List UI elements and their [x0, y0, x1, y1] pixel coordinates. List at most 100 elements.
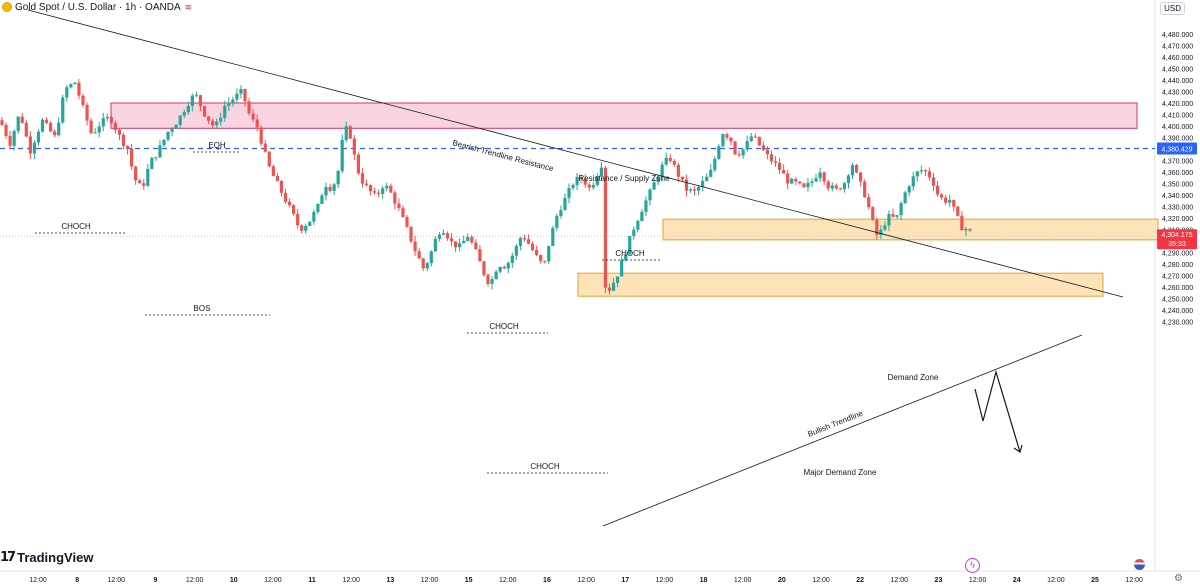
candle-body — [458, 243, 462, 248]
candle-body — [863, 181, 867, 198]
demand-zone — [662, 218, 1159, 241]
candle-body — [134, 166, 138, 181]
candle-body — [802, 183, 806, 188]
candle-body — [490, 279, 494, 284]
candle-body — [587, 184, 591, 188]
us-flag-icon[interactable] — [1134, 559, 1145, 570]
candle-body — [211, 120, 215, 126]
candle-body — [421, 258, 425, 269]
candle-body — [494, 271, 498, 280]
x-tick-label: 17 — [621, 577, 629, 584]
candle-body — [219, 117, 223, 122]
candle-body — [251, 113, 255, 120]
candle-body — [69, 84, 73, 88]
candle-body — [628, 235, 632, 255]
candle-body — [328, 186, 332, 191]
bearish-trendline — [27, 9, 1124, 298]
y-tick-label: 4,290.000 — [1162, 251, 1193, 258]
y-tick-label: 4,400.000 — [1162, 124, 1193, 131]
x-tick-label: 15 — [465, 577, 473, 584]
candle-body — [482, 261, 486, 275]
candle-body — [498, 267, 502, 272]
candle-body — [57, 122, 61, 136]
candle-body — [761, 145, 765, 151]
candle-body — [717, 146, 721, 159]
last-price-tag-text: 4,304.175 — [1161, 232, 1192, 239]
tradingview-logo[interactable]: 17 TradingView — [0, 550, 93, 565]
candle-body — [162, 139, 166, 146]
candle-body — [231, 99, 235, 103]
y-tick-label: 4,430.000 — [1162, 90, 1193, 97]
logo-text: TradingView — [17, 550, 94, 565]
candle-body — [656, 176, 660, 183]
candle-body — [599, 167, 603, 177]
candle-body — [304, 225, 308, 231]
lightning-icon[interactable]: ϟ — [965, 558, 980, 573]
candle-body — [964, 228, 968, 231]
tv-logo-icon: 17 — [0, 550, 16, 565]
major-demand-zone — [577, 272, 1104, 297]
candle-body — [413, 241, 417, 252]
candle-body — [522, 238, 527, 240]
candle-body — [867, 197, 871, 208]
candle-body — [607, 287, 612, 291]
candle-body — [826, 181, 830, 189]
candle-body — [105, 116, 109, 119]
x-tick-label: 22 — [856, 577, 864, 584]
y-tick-label: 4,280.000 — [1162, 262, 1193, 269]
candle-body — [44, 119, 49, 123]
symbol-header[interactable]: Gold Spot / U.S. Dollar · 1h · OANDA ≋ — [0, 0, 192, 14]
candle-body — [931, 177, 936, 186]
currency-button[interactable]: USD — [1160, 2, 1185, 15]
y-tick-label: 4,390.000 — [1162, 136, 1193, 143]
candle-body — [377, 192, 381, 194]
candle-body — [247, 101, 251, 114]
candle-body — [721, 134, 725, 147]
candle-body — [190, 95, 194, 106]
candle-body — [429, 251, 433, 264]
candle-body — [535, 250, 539, 256]
candle-body — [530, 243, 535, 251]
candle-body — [186, 105, 190, 113]
candle-body — [296, 213, 300, 226]
candle-body — [93, 132, 97, 134]
candle-body — [636, 220, 640, 230]
settings-gear-icon[interactable]: ⚙ — [1174, 573, 1183, 584]
last-price-tag — [1157, 229, 1197, 250]
candle-body — [571, 184, 575, 189]
candle-body — [547, 245, 551, 262]
candle-body — [798, 181, 802, 184]
candle-body — [243, 88, 247, 102]
candle-body — [292, 205, 296, 214]
candle-body — [194, 95, 198, 97]
candle-body — [271, 166, 275, 177]
candle-body — [603, 167, 608, 288]
candle-body — [109, 116, 113, 123]
candle-body — [397, 203, 401, 209]
candle-body — [53, 131, 57, 136]
candle-body — [871, 207, 875, 220]
candle-body — [320, 195, 324, 204]
candle-body — [960, 215, 964, 231]
candle-body — [652, 182, 656, 190]
candle-body — [883, 225, 887, 230]
candle-body — [437, 234, 441, 239]
candle-body — [838, 188, 842, 190]
candle-body — [130, 148, 134, 167]
candle-body — [769, 154, 774, 162]
x-tick-label: 13 — [386, 577, 394, 584]
x-tick-label: 12:00 — [499, 577, 517, 584]
candle-body — [935, 185, 940, 195]
x-tick-label: 12:00 — [734, 577, 752, 584]
candle-body — [502, 267, 506, 269]
candles-group — [0, 78, 972, 295]
candle-body — [660, 164, 664, 177]
x-tick-label: 11 — [308, 577, 316, 584]
candle-body — [417, 251, 421, 259]
bearish-trendline-label: Bearish Trendline Resistance — [451, 138, 554, 173]
candle-body — [409, 226, 413, 242]
candle-body — [834, 185, 838, 189]
y-tick-label: 4,370.000 — [1162, 159, 1193, 166]
y-tick-label: 4,450.000 — [1162, 67, 1193, 74]
